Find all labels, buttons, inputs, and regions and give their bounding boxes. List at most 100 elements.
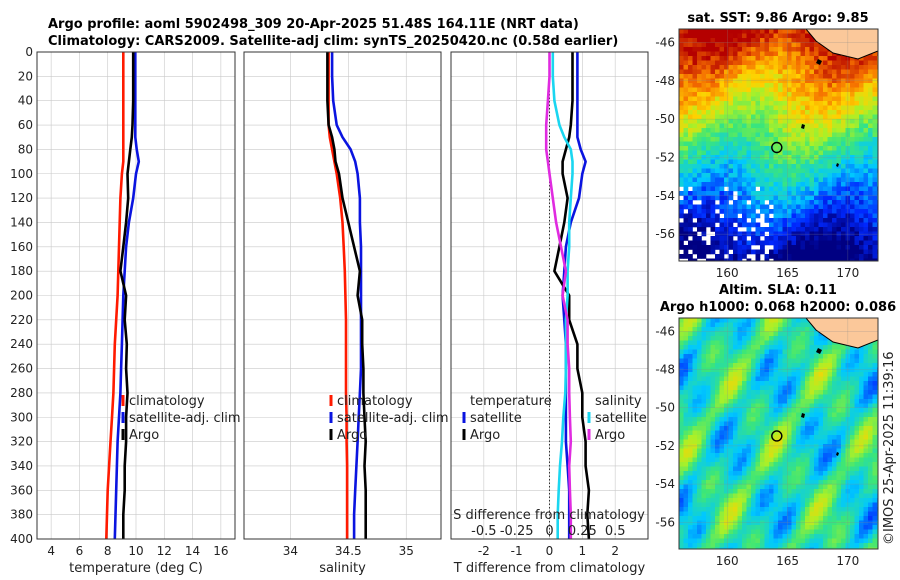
map-cell xyxy=(733,159,738,165)
map-cell xyxy=(868,390,873,395)
map-cell xyxy=(701,471,707,476)
map-cell xyxy=(692,177,698,183)
map-cell xyxy=(791,349,797,355)
map-cell xyxy=(778,543,783,548)
map-cell xyxy=(733,74,738,79)
map-cell xyxy=(697,96,702,102)
map-cell xyxy=(733,231,738,237)
map-cell xyxy=(742,543,747,548)
map-cell xyxy=(719,340,725,346)
map-cell xyxy=(764,462,770,467)
map-cell xyxy=(872,399,878,404)
map-cell xyxy=(764,444,770,449)
map-cell xyxy=(760,209,765,214)
map-cell xyxy=(719,471,725,476)
map-cell xyxy=(814,529,819,535)
map-cell xyxy=(737,29,743,34)
map-cell xyxy=(809,213,815,219)
map-cell xyxy=(832,69,837,75)
map-cell xyxy=(706,520,711,526)
map-cell xyxy=(796,96,801,102)
map-cell xyxy=(805,471,810,476)
map-cell xyxy=(706,421,711,427)
map-cell xyxy=(805,453,810,458)
map-cell xyxy=(728,231,734,237)
map-cell xyxy=(755,195,761,201)
map-cell xyxy=(841,132,846,138)
map-cell xyxy=(778,403,783,409)
map-cell xyxy=(688,168,693,174)
map-cell xyxy=(737,150,743,156)
map-cell xyxy=(796,110,801,115)
map-cell xyxy=(710,65,716,70)
map-cell xyxy=(701,430,707,436)
map-cell xyxy=(719,168,725,174)
map-cell xyxy=(760,502,765,508)
map-cell xyxy=(841,227,846,232)
map-cell xyxy=(818,110,824,115)
map-cell xyxy=(724,318,729,323)
map-cell xyxy=(809,168,815,174)
map-cell xyxy=(742,489,747,494)
map-cell xyxy=(850,60,855,66)
map-cell xyxy=(724,547,729,549)
map-cell xyxy=(841,119,846,124)
map-cell xyxy=(841,150,846,156)
map-cell xyxy=(706,56,711,61)
map-cell xyxy=(737,191,743,196)
map-cell xyxy=(809,222,815,228)
map-cell xyxy=(710,403,716,409)
map-cell xyxy=(724,258,729,261)
map-cell xyxy=(773,60,779,66)
map-cell xyxy=(827,417,833,422)
map-cell xyxy=(814,484,819,490)
map-lat-tick-label: -52 xyxy=(655,439,675,453)
map-cell xyxy=(773,164,779,169)
map-cell xyxy=(836,457,842,463)
island-marker xyxy=(816,348,822,354)
map-cell xyxy=(755,240,761,246)
map-cell xyxy=(809,164,815,169)
map-cell xyxy=(724,204,729,210)
map-cell xyxy=(742,331,747,337)
map-cell xyxy=(728,448,734,454)
map-cell xyxy=(701,345,707,350)
map-cell xyxy=(823,213,828,219)
map-cell xyxy=(823,516,828,521)
map-cell xyxy=(742,466,747,472)
map-cell xyxy=(796,363,801,368)
map-cell xyxy=(755,340,761,346)
map-cell xyxy=(719,345,725,350)
map-cell xyxy=(805,516,810,521)
map-cell xyxy=(841,403,846,409)
map-cell xyxy=(692,47,698,52)
map-cell xyxy=(841,498,846,503)
map-cell xyxy=(778,92,783,97)
map-cell xyxy=(683,493,689,499)
map-lat-tick-label: -56 xyxy=(655,515,675,529)
map-cell xyxy=(872,475,878,481)
map-cell xyxy=(733,385,738,391)
map-cell xyxy=(742,421,747,427)
map-cell xyxy=(760,191,765,196)
map-cell xyxy=(742,51,747,57)
map-cell xyxy=(796,354,801,359)
map-cell xyxy=(746,65,752,70)
map-cell xyxy=(701,150,707,156)
map-cell xyxy=(719,489,725,494)
map-cell xyxy=(800,349,806,355)
map-cell xyxy=(791,480,797,485)
map-cell xyxy=(679,240,684,246)
map-cell xyxy=(724,394,729,400)
map-cell xyxy=(800,480,806,485)
map-cell xyxy=(688,191,693,196)
map-cell xyxy=(715,349,720,355)
map-cell xyxy=(706,141,711,147)
map-cell xyxy=(868,245,873,250)
map-cell xyxy=(769,141,774,147)
map-cell xyxy=(800,529,806,535)
map-cell xyxy=(863,547,869,549)
map-cell xyxy=(805,42,810,48)
map-cell xyxy=(679,74,684,79)
map-cell xyxy=(841,439,846,445)
